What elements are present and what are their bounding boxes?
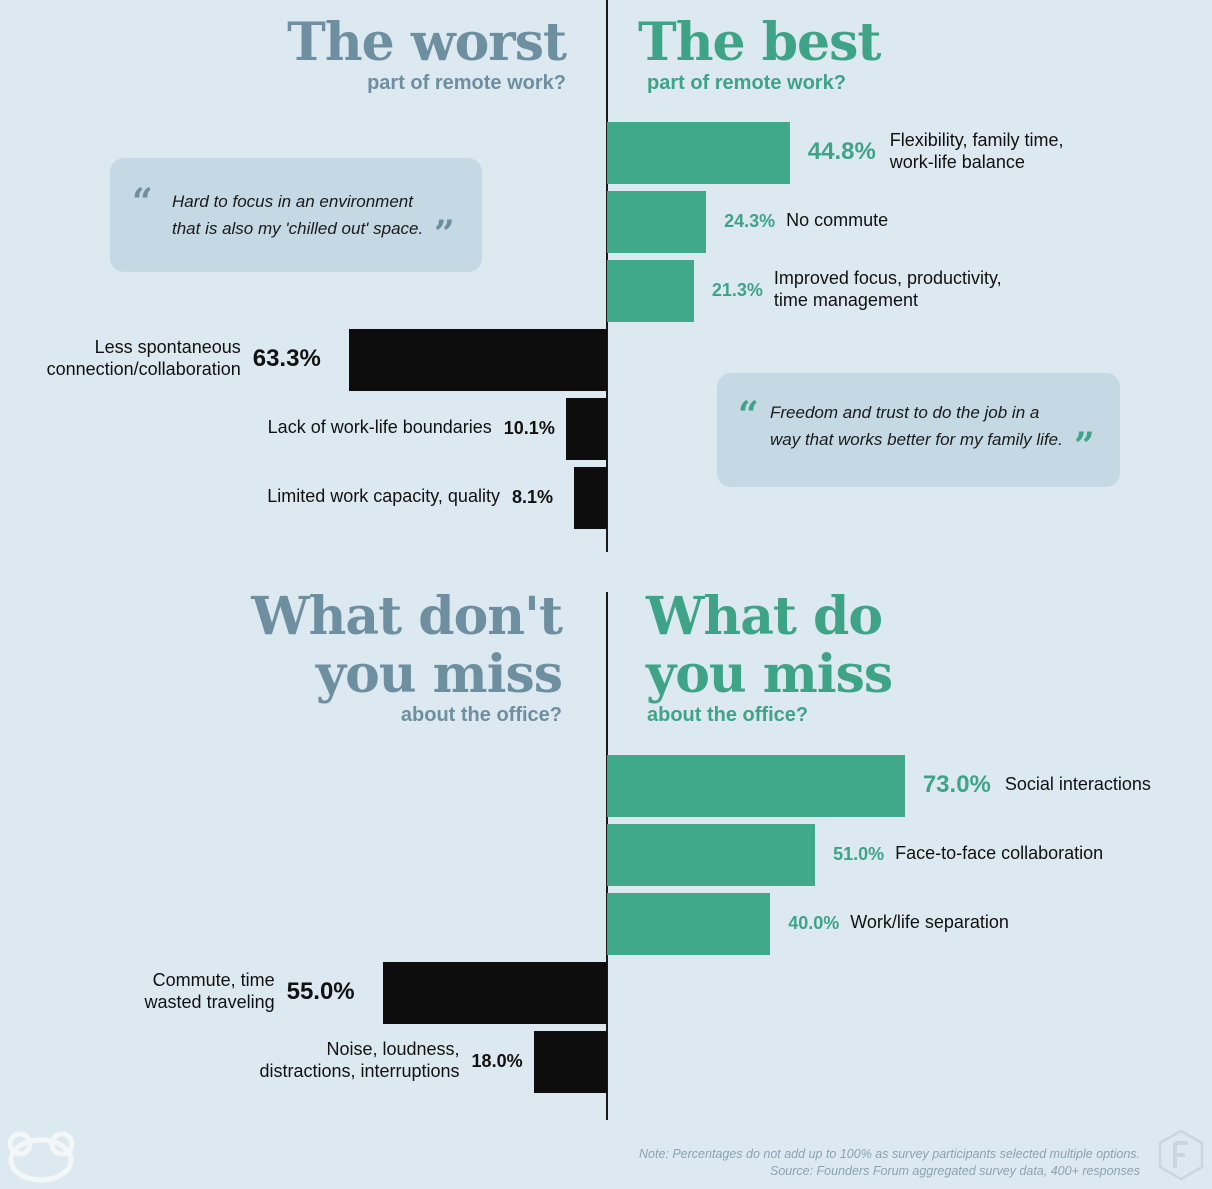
worst-bar [348, 329, 607, 391]
logo-icon [6, 1128, 76, 1184]
do-miss-category-label: Social interactions [1004, 774, 1151, 794]
footnote-source: Source: Founders Forum aggregated survey… [769, 1164, 1140, 1178]
do-miss-category-label: Work/life separation [850, 912, 1009, 932]
quote-left-text: Hard to focus in an environment that is … [172, 192, 424, 238]
do-miss-value-label: 51.0% [833, 843, 885, 864]
do-miss-value-label: 40.0% [788, 912, 840, 933]
worst-subtitle: part of remote work? [367, 72, 566, 94]
dont-miss-value-label: 18.0% [471, 1050, 523, 1071]
footnote-note: Note: Percentages do not add up to 100% … [639, 1147, 1140, 1161]
worst-value-label: 8.1% [511, 486, 553, 507]
do-miss-bar [607, 824, 816, 886]
do-miss-subtitle: about the office? [647, 704, 809, 726]
quote-box-right [717, 373, 1120, 487]
best-value-label: 21.3% [711, 279, 763, 300]
worst-title: The worst [287, 12, 567, 73]
worst-value-label: 10.1% [503, 417, 555, 438]
worst-value-label: 63.3% [252, 345, 321, 373]
dont-miss-title-line1: What don't [251, 586, 563, 647]
quote-right-text: Freedom and trust to do the job in a way… [770, 403, 1063, 449]
best-value-label: 44.8% [807, 138, 876, 166]
close-quote-icon: ” [1074, 425, 1095, 467]
best-bar [607, 122, 790, 184]
best-category-label: Flexibility, family time, work-life bala… [889, 130, 1064, 172]
dont-miss-category-label: Noise, loudness, distractions, interrupt… [259, 1039, 460, 1081]
do-miss-bar [607, 893, 771, 955]
open-quote-icon: “ [738, 394, 759, 436]
do-miss-title-line2: you miss [646, 644, 893, 705]
dont-miss-bar [382, 962, 607, 1024]
worst-category-label: Lack of work-life boundaries [267, 417, 492, 437]
worst-bar [573, 467, 607, 529]
best-bar [607, 191, 707, 253]
dont-miss-category-label: Commute, time wasted traveling [144, 970, 275, 1012]
do-miss-category-label: Face-to-face collaboration [895, 843, 1104, 863]
do-miss-value-label: 73.0% [922, 771, 991, 799]
dont-miss-value-label: 55.0% [286, 978, 355, 1006]
best-bar [607, 260, 694, 322]
dont-miss-title-line2: you miss [315, 644, 563, 705]
best-category-label: Improved focus, productivity, time manag… [773, 268, 1002, 310]
brand-mark-icon [1156, 1128, 1206, 1187]
open-quote-icon: “ [132, 181, 153, 223]
quote-box-left [110, 158, 482, 272]
best-subtitle: part of remote work? [647, 72, 846, 94]
best-category-label: No commute [786, 210, 889, 230]
do-miss-bar [607, 755, 905, 817]
worst-bar [565, 398, 607, 460]
close-quote-icon: ” [434, 213, 455, 255]
dont-miss-subtitle: about the office? [400, 704, 562, 726]
worst-category-label: Less spontaneous connection/collaboratio… [46, 337, 241, 379]
do-miss-title-line1: What do [646, 586, 883, 647]
best-value-label: 24.3% [724, 210, 776, 231]
worst-category-label: Limited work capacity, quality [267, 486, 500, 506]
best-title: The best [638, 12, 881, 73]
dont-miss-bar [533, 1031, 607, 1093]
